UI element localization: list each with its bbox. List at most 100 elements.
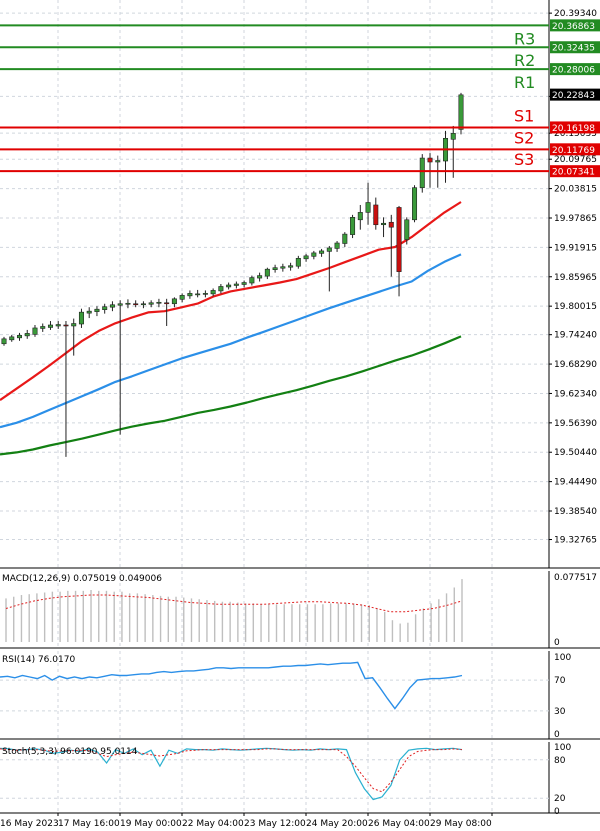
candle-bull bbox=[94, 308, 100, 312]
candle-bull bbox=[156, 301, 162, 304]
candle-bull bbox=[9, 336, 15, 341]
level-tag-text-r1: 20.28006 bbox=[552, 66, 595, 76]
level-name-s3: S3 bbox=[514, 150, 534, 169]
x-tick-label: 16 May 2023 bbox=[0, 819, 59, 829]
main-y-tick-label: 20.15035 bbox=[554, 129, 597, 139]
main-y-tick-label: 19.32765 bbox=[554, 536, 597, 546]
candle-bull bbox=[257, 275, 263, 279]
level-tag-r1 bbox=[550, 63, 600, 76]
candle-bull bbox=[78, 311, 84, 325]
candle-bull bbox=[47, 324, 53, 328]
candle-bear bbox=[133, 303, 139, 306]
candle-bull bbox=[140, 303, 146, 306]
candle-bull bbox=[334, 242, 340, 249]
rsi-y-tick-label: 30 bbox=[554, 707, 566, 717]
candle-bull bbox=[280, 266, 286, 269]
x-axis: 16 May 2023 17 May 16:00 19 May 00:00 22 Ma… bbox=[0, 813, 493, 829]
candle-bull bbox=[458, 94, 464, 130]
main-y-tick-label: 20.09765 bbox=[554, 155, 597, 165]
candle-bull bbox=[233, 283, 239, 286]
candle-bull bbox=[71, 323, 77, 327]
stoch-y-tick-label: 0 bbox=[554, 807, 560, 817]
level-tag-r3 bbox=[550, 19, 600, 32]
rsi-title: RSI(14) 76.0170 bbox=[2, 655, 75, 665]
candle-bear bbox=[388, 221, 394, 228]
level-name-s1: S1 bbox=[514, 106, 534, 125]
macd-y-tick-label: 0 bbox=[554, 638, 560, 648]
level-name-r1: R1 bbox=[514, 73, 535, 92]
stoch-signal-line bbox=[0, 748, 463, 793]
candle-bull bbox=[148, 302, 154, 305]
level-tag-s3 bbox=[550, 165, 600, 178]
ma-mid-line bbox=[0, 253, 462, 429]
price-panel: 20.3934020.2249020.1503520.0976520.03815… bbox=[0, 0, 600, 569]
stoch-y-tick-label: 20 bbox=[554, 794, 566, 804]
candle-bear bbox=[373, 204, 379, 226]
macd-signal-line bbox=[5, 594, 463, 613]
candle-bull bbox=[419, 157, 425, 188]
candle-bull bbox=[272, 267, 278, 270]
candle-bull bbox=[1, 338, 7, 345]
current-price-tag bbox=[550, 88, 600, 101]
candle-bull bbox=[357, 212, 363, 221]
ma-fast-line bbox=[0, 201, 462, 402]
x-tick-label: 26 May 04:00 bbox=[368, 819, 430, 829]
candle-bear bbox=[164, 302, 170, 305]
ma-slow-line bbox=[0, 335, 462, 456]
candle-bull bbox=[319, 250, 325, 254]
level-tag-text-s1: 20.16198 bbox=[552, 124, 595, 134]
candle-bull bbox=[435, 160, 441, 163]
candle-bull bbox=[86, 310, 92, 314]
candle-bull bbox=[381, 222, 387, 226]
candle-bull bbox=[171, 298, 177, 305]
x-tick-label: 29 May 08:00 bbox=[430, 819, 492, 829]
candle-bull bbox=[210, 290, 216, 295]
x-tick-label: 24 May 20:00 bbox=[306, 819, 368, 829]
candle-bull bbox=[187, 293, 193, 297]
current-price-text: 20.22843 bbox=[552, 91, 595, 101]
level-tag-r2 bbox=[550, 41, 600, 54]
candle-bull bbox=[264, 268, 270, 277]
main-y-tick-label: 19.74240 bbox=[554, 331, 597, 341]
candle-bull bbox=[326, 247, 332, 252]
candle-bull bbox=[450, 133, 456, 140]
main-y-tick-label: 19.50440 bbox=[554, 448, 597, 458]
candle-bull bbox=[365, 202, 371, 213]
candle-bull bbox=[32, 327, 38, 335]
candle-bull bbox=[241, 282, 247, 285]
level-tag-text-s3: 20.07341 bbox=[552, 168, 595, 178]
main-y-tick-label: 19.97865 bbox=[554, 214, 597, 224]
rsi-panel: RSI(14) 76.0170 100 70 30 0 bbox=[0, 651, 600, 740]
candle-bull bbox=[125, 302, 131, 305]
stoch-y-tick-label: 100 bbox=[554, 743, 571, 753]
stoch-title: Stoch(5,3,3) 96.0190 95.0114 bbox=[2, 747, 138, 757]
main-y-tick-label: 19.68290 bbox=[554, 360, 597, 370]
level-tag-s1 bbox=[550, 121, 600, 134]
candle-bull bbox=[117, 303, 123, 306]
main-y-tick-label: 20.39340 bbox=[554, 9, 597, 19]
candle-bear bbox=[427, 157, 433, 163]
candle-bull bbox=[412, 187, 418, 221]
candle-bull bbox=[404, 219, 410, 240]
candle-bull bbox=[342, 233, 348, 244]
rsi-y-tick-label: 70 bbox=[554, 676, 566, 686]
level-tag-s2 bbox=[550, 143, 600, 156]
candle-bull bbox=[24, 333, 30, 337]
stoch-panel: Stoch(5,3,3) 96.0190 95.0114 100 80 20 0 bbox=[0, 742, 600, 817]
candle-bull bbox=[16, 335, 22, 339]
level-tag-text-r3: 20.36863 bbox=[552, 22, 595, 32]
level-name-s2: S2 bbox=[514, 128, 534, 147]
candle-bull bbox=[311, 252, 317, 257]
x-tick-label: 19 May 00:00 bbox=[120, 819, 182, 829]
candle-bull bbox=[350, 217, 356, 235]
x-tick-label: 22 May 04:00 bbox=[182, 819, 244, 829]
candle-bull bbox=[109, 304, 115, 308]
main-y-tick-label: 19.80015 bbox=[554, 302, 597, 312]
x-tick-label: 17 May 16:00 bbox=[58, 819, 120, 829]
candle-bull bbox=[249, 277, 255, 284]
macd-panel: MACD(12,26,9) 0.075019 0.049006 0.077517 0 bbox=[0, 571, 600, 649]
candle-bull bbox=[102, 306, 108, 310]
macd-y-tick-label: 0.077517 bbox=[554, 573, 597, 583]
